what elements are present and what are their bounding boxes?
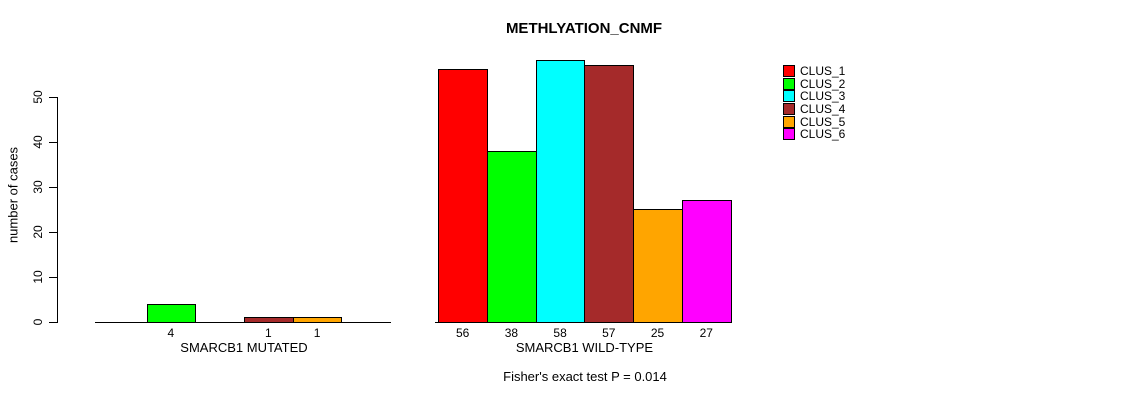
y-tick-label: 10	[31, 270, 45, 284]
legend-swatch	[783, 115, 795, 128]
bar-value-label: 4	[167, 326, 175, 340]
bar	[292, 317, 343, 323]
y-tick-label: 20	[31, 225, 45, 239]
legend-swatch	[783, 65, 795, 78]
bar-value-label: 1	[313, 326, 321, 340]
y-axis-tick	[49, 141, 57, 143]
bar-value-label: 56	[455, 326, 470, 340]
legend-swatch	[783, 103, 795, 116]
legend-row: CLUS_3	[783, 90, 845, 103]
legend-swatch	[783, 77, 795, 90]
legend-label: CLUS_1	[800, 64, 846, 79]
bar	[146, 303, 197, 323]
bar	[633, 209, 683, 323]
legend-label: CLUS_4	[800, 102, 846, 117]
bar	[584, 64, 635, 323]
y-axis-tick	[49, 322, 57, 323]
y-axis-tick	[49, 231, 57, 233]
legend-label: CLUS_2	[800, 76, 846, 91]
y-axis-line	[57, 96, 58, 323]
bar-value-label: 27	[699, 326, 713, 340]
y-tick-label: 50	[31, 89, 45, 104]
y-tick-label: 40	[31, 134, 45, 149]
legend-label: CLUS_3	[800, 89, 846, 104]
y-axis-tick	[49, 96, 57, 98]
bar	[438, 69, 489, 323]
legend: CLUS_1 CLUS_2 CLUS_3 CLUS_4 CLUS_5 CLUS_6	[783, 65, 845, 141]
bar-value-label: 57	[602, 326, 616, 340]
caption: Fisher's exact test P = 0.014	[503, 369, 667, 384]
bar	[535, 60, 586, 323]
y-axis-tick	[49, 186, 57, 188]
legend-row: CLUS_2	[783, 76, 846, 91]
bar	[243, 317, 294, 323]
legend-swatch	[783, 128, 795, 141]
bar	[487, 150, 537, 323]
bar-value-label: 38	[504, 326, 519, 340]
group-label: SMARCB1 MUTATED	[180, 340, 308, 355]
legend-row: CLUS_6	[783, 128, 845, 141]
legend-label: CLUS_5	[800, 114, 846, 129]
y-axis-tick	[49, 276, 57, 278]
y-tick-label: 30	[31, 180, 45, 194]
group-label: SMARCB1 WILD-TYPE	[515, 340, 654, 355]
legend-swatch	[783, 90, 795, 103]
legend-label: CLUS_6	[800, 127, 846, 142]
bar-value-label: 58	[553, 326, 567, 340]
legend-row: CLUS_1	[783, 65, 845, 78]
legend-row: CLUS_4	[783, 103, 845, 116]
bar-value-label: 25	[650, 326, 665, 340]
y-tick-label: 0	[31, 318, 45, 326]
chart-title: METHLYATION_CNMF	[505, 20, 663, 37]
legend-row: CLUS_5	[783, 115, 845, 128]
bar	[681, 200, 732, 323]
group-axis-line	[94, 322, 392, 323]
bar-value-label: 1	[264, 326, 272, 340]
